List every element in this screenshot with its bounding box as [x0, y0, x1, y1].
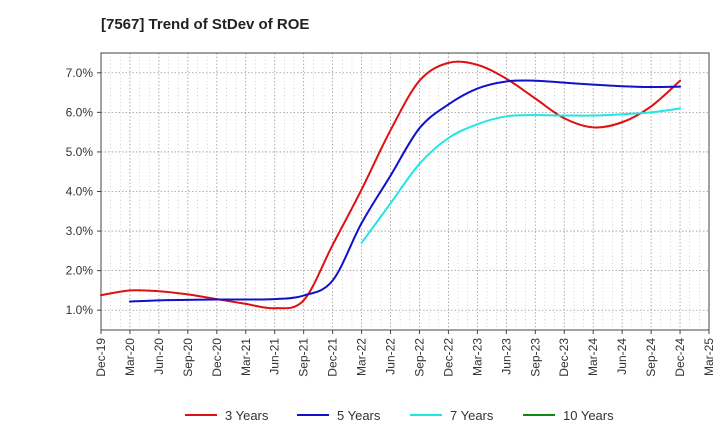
- x-tick-label: Mar-21: [239, 338, 253, 376]
- y-tick-label: 3.0%: [66, 224, 94, 238]
- chart-title: [7567] Trend of StDev of ROE: [101, 16, 310, 33]
- legend-label-3-years: 3 Years: [225, 408, 269, 423]
- x-tick-label: Jun-22: [384, 338, 398, 375]
- legend-label-10-years: 10 Years: [563, 408, 614, 423]
- y-tick-label: 5.0%: [66, 145, 94, 159]
- series-line-5-years: [128, 79, 682, 303]
- legend-label-5-years: 5 Years: [337, 408, 381, 423]
- x-tick-label: Sep-23: [528, 338, 542, 377]
- legend-label-7-years: 7 Years: [450, 408, 494, 423]
- series-line-7-years: [360, 107, 682, 244]
- x-tick-label: Mar-24: [586, 338, 600, 376]
- x-tick-label: Mar-23: [470, 338, 484, 376]
- y-tick-label: 1.0%: [66, 303, 94, 317]
- x-tick-label: Dec-19: [94, 338, 108, 377]
- x-axis: Dec-19 Mar-20 Jun-20 Sep-20 Dec-20 Mar-21 Jun-…: [94, 330, 716, 377]
- x-tick-label: Sep-20: [181, 338, 195, 377]
- x-tick-label: Jun-21: [268, 338, 282, 375]
- legend: 3 Years 5 Years 7 Years 10 Years: [185, 408, 614, 423]
- y-tick-label: 6.0%: [66, 105, 94, 119]
- x-tick-label: Dec-23: [557, 338, 571, 377]
- x-tick-label: Jun-24: [615, 338, 629, 375]
- x-tick-label: Sep-22: [412, 338, 426, 377]
- y-tick-label: 4.0%: [66, 185, 94, 199]
- series-layer: [100, 60, 682, 310]
- y-tick-label: 7.0%: [66, 66, 94, 80]
- y-axis: 1.0% 2.0% 3.0% 4.0% 5.0% 6.0% 7.0%: [66, 66, 101, 317]
- x-tick-label: Jun-23: [499, 338, 513, 375]
- x-tick-label: Dec-22: [441, 338, 455, 377]
- x-tick-label: Mar-22: [355, 338, 369, 376]
- series-line-3-years: [100, 60, 682, 310]
- x-tick-label: Dec-24: [673, 338, 687, 377]
- x-tick-label: Dec-20: [210, 338, 224, 377]
- x-tick-label: Mar-25: [702, 338, 716, 376]
- x-tick-label: Sep-21: [297, 338, 311, 377]
- x-tick-label: Mar-20: [123, 338, 137, 376]
- x-tick-label: Sep-24: [644, 338, 658, 377]
- y-tick-label: 2.0%: [66, 264, 94, 278]
- grid-layer: [101, 53, 709, 330]
- x-tick-label: Jun-20: [152, 338, 166, 375]
- x-tick-label: Dec-21: [326, 338, 340, 377]
